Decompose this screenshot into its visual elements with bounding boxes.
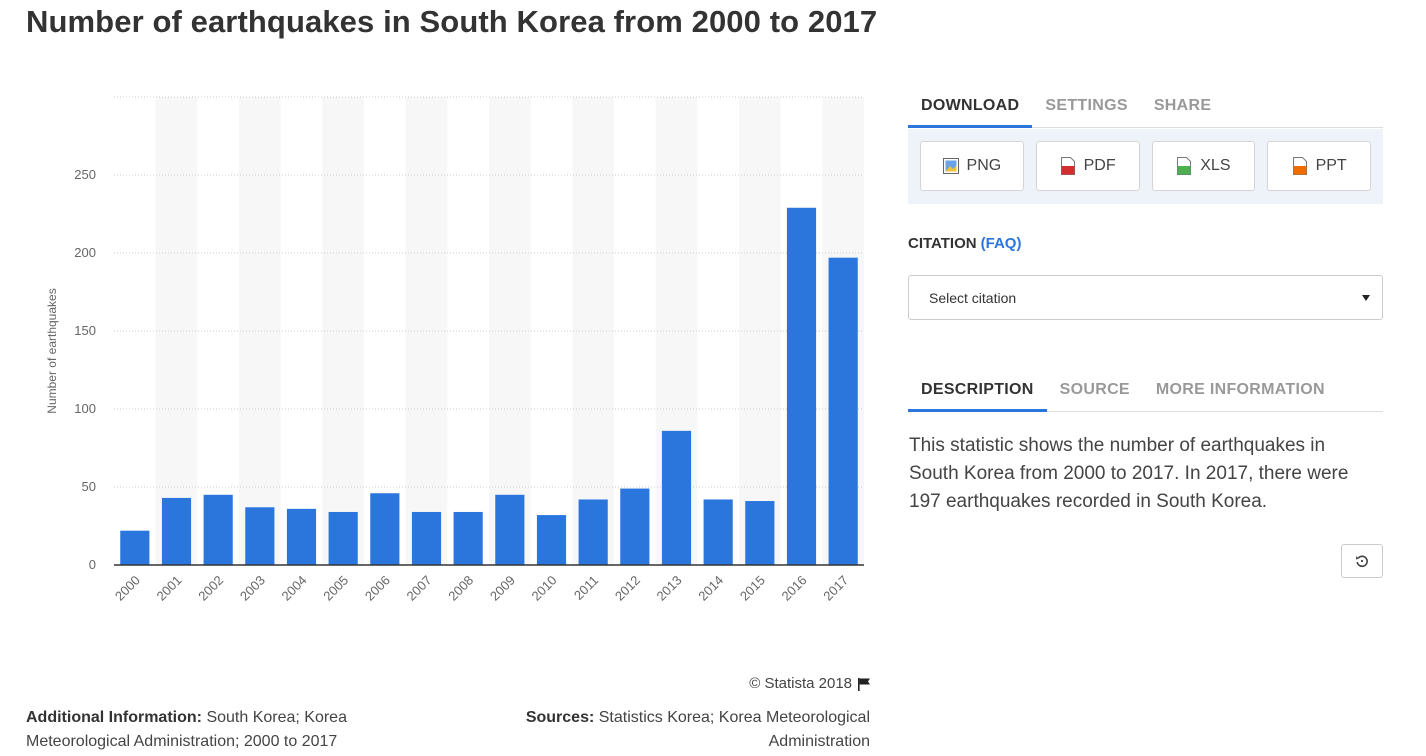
citation-label: CITATION (FAQ): [908, 235, 1021, 252]
additional-information: Additional Information: South Korea; Kor…: [26, 706, 426, 754]
download-png-button[interactable]: PNG: [920, 141, 1024, 191]
pdf-label: PDF: [1083, 157, 1116, 174]
tab-more-information[interactable]: MORE INFORMATION: [1155, 381, 1325, 398]
y-tick-label: 50: [82, 479, 96, 494]
bar-2013: [661, 430, 692, 565]
pdf-file-icon: [1060, 157, 1075, 175]
x-tick-label: 2016: [779, 573, 810, 604]
copyright: © Statista 2018: [749, 675, 871, 692]
y-tick-label: 250: [74, 167, 96, 182]
tab-description[interactable]: DESCRIPTION: [908, 381, 1047, 412]
background-band: [239, 97, 281, 565]
reset-button[interactable]: [1341, 544, 1383, 578]
copyright-text: © Statista 2018: [749, 675, 852, 692]
bar-2011: [578, 499, 608, 565]
bar-2014: [703, 499, 733, 565]
download-pdf-button[interactable]: PDF: [1035, 141, 1140, 191]
flag-icon[interactable]: [857, 677, 871, 691]
x-tick-label: 2005: [320, 573, 351, 604]
bar-2002: [203, 494, 233, 565]
bar-2010: [536, 515, 567, 565]
tab-source[interactable]: SOURCE: [1059, 381, 1130, 398]
bar-2017: [828, 257, 858, 565]
xls-file-icon: [1177, 157, 1192, 175]
bar-2003: [245, 507, 275, 565]
citation-select[interactable]: Select citation: [908, 275, 1383, 320]
citation-select-value: Select citation: [929, 289, 1017, 306]
info-tabs: DESCRIPTION SOURCE MORE INFORMATION: [908, 381, 1383, 412]
bar-2000: [120, 530, 150, 565]
bar-2016: [786, 207, 817, 565]
bar-chart: 0 50 100 150 200 250 Number of earthquakes 2000…: [45, 96, 864, 604]
x-tick-label: 2002: [195, 573, 226, 604]
download-tabs: DOWNLOAD SETTINGS SHARE: [908, 97, 1383, 128]
sources-label: Sources:: [525, 709, 595, 726]
x-tick-label: 2011: [571, 573, 601, 603]
y-tick-label: 150: [74, 323, 96, 338]
tab-download[interactable]: DOWNLOAD: [908, 97, 1033, 128]
sources: Sources: Statistics Korea; Korea Meteoro…: [490, 706, 870, 754]
ppt-label: PPT: [1315, 157, 1347, 174]
bar-2008: [453, 511, 483, 565]
png-label: PNG: [966, 157, 1002, 174]
x-tick-label: 2012: [612, 573, 643, 604]
x-tick-label: 2013: [654, 573, 685, 604]
ppt-file-icon: [1292, 157, 1307, 175]
bar-2005: [328, 511, 358, 565]
tab-settings[interactable]: SETTINGS: [1045, 97, 1128, 114]
xls-label: XLS: [1200, 157, 1231, 174]
bar-2012: [620, 488, 650, 565]
bar-2009: [495, 494, 525, 565]
bar-2007: [411, 511, 442, 565]
x-tick-label: 2009: [487, 573, 518, 604]
page-title: Number of earthquakes in South Korea fro…: [26, 4, 878, 39]
reset-icon: [1356, 555, 1368, 568]
citation-faq-link[interactable]: (FAQ): [980, 235, 1022, 252]
x-tick-label: 2008: [445, 573, 476, 604]
download-buttons: PNG PDF XLS PPT: [908, 129, 1383, 204]
additional-info-text: South Korea; Korea Meteorological Admini…: [26, 709, 347, 750]
x-tick-label: 2017: [820, 573, 851, 604]
tab-share[interactable]: SHARE: [1153, 97, 1212, 114]
y-tick-label: 0: [89, 557, 96, 572]
sources-text: Statistics Korea; Korea Meteorological A…: [598, 709, 870, 750]
x-tick-label: 2001: [154, 573, 185, 604]
y-tick-label: 100: [74, 401, 96, 416]
y-axis-title: Number of earthquakes: [45, 288, 59, 413]
png-file-icon: [942, 158, 959, 174]
x-tick-label: 2007: [404, 573, 435, 604]
background-band: [155, 97, 198, 565]
bar-2006: [370, 493, 400, 565]
x-tick-label: 2004: [279, 573, 310, 604]
description-text: This statistic shows the number of earth…: [909, 435, 1349, 512]
x-tick-label: 2015: [737, 573, 768, 604]
bar-2015: [745, 501, 775, 565]
x-tick-label: 2014: [695, 573, 726, 604]
additional-info-label: Additional Information:: [26, 709, 202, 726]
bar-2001: [161, 497, 192, 565]
bar-2004: [286, 508, 317, 565]
background-band: [572, 97, 614, 565]
x-tick-label: 2006: [362, 573, 393, 604]
x-tick-label: 2003: [237, 573, 268, 604]
citation-title: CITATION: [908, 235, 977, 252]
download-ppt-button[interactable]: PPT: [1267, 141, 1371, 191]
x-tick-label: 2010: [529, 573, 560, 604]
x-tick-label: 2000: [112, 573, 143, 604]
y-tick-label: 200: [74, 245, 96, 260]
download-xls-button[interactable]: XLS: [1151, 141, 1256, 191]
caret-down-icon: [1362, 294, 1370, 301]
